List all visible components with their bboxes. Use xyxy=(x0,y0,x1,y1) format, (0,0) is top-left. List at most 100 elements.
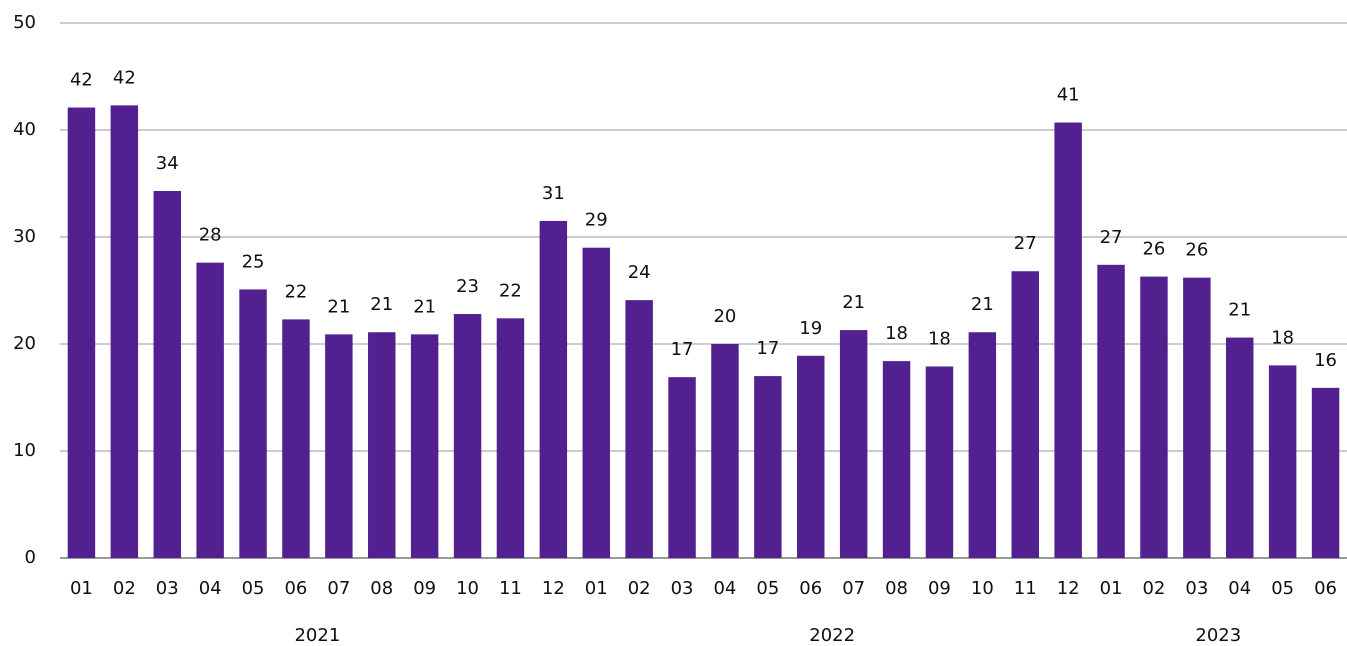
bar xyxy=(1226,337,1254,558)
y-tick-label: 20 xyxy=(13,333,36,354)
bar xyxy=(1054,122,1082,558)
data-label: 24 xyxy=(628,262,651,283)
bar xyxy=(539,220,568,558)
x-tick-label: 01 xyxy=(585,578,608,599)
x-tick-label: 06 xyxy=(284,578,307,599)
x-tick-label: 12 xyxy=(542,578,565,599)
bar xyxy=(153,190,181,559)
x-group-label: 2023 xyxy=(1195,625,1241,646)
bar xyxy=(1140,276,1168,558)
data-label: 21 xyxy=(971,294,994,315)
bar xyxy=(325,334,353,558)
data-label: 31 xyxy=(542,183,565,204)
x-tick-label: 10 xyxy=(456,578,479,599)
y-tick-label: 50 xyxy=(13,12,36,33)
x-tick-label: 02 xyxy=(628,578,651,599)
y-tick-label: 0 xyxy=(25,547,36,568)
bar xyxy=(453,314,482,558)
x-tick-label: 09 xyxy=(928,578,951,599)
y-tick-label: 40 xyxy=(13,119,36,140)
data-label: 21 xyxy=(413,296,436,317)
x-tick-label: 09 xyxy=(413,578,436,599)
x-tick-label: 06 xyxy=(799,578,822,599)
bar xyxy=(1183,277,1211,558)
bar xyxy=(1311,387,1340,558)
data-label: 27 xyxy=(1014,233,1037,254)
x-tick-label: 04 xyxy=(713,578,736,599)
bar xyxy=(754,376,782,558)
x-tick-label: 11 xyxy=(1014,578,1037,599)
bar xyxy=(410,334,439,558)
data-label: 16 xyxy=(1314,350,1337,371)
data-label: 18 xyxy=(928,328,951,349)
bar xyxy=(282,319,310,558)
bar xyxy=(496,318,525,558)
x-tick-label: 07 xyxy=(842,578,865,599)
bar xyxy=(110,105,139,558)
x-tick-label: 02 xyxy=(113,578,136,599)
x-tick-label: 05 xyxy=(1271,578,1294,599)
x-tick-label: 03 xyxy=(1185,578,1208,599)
data-label: 21 xyxy=(327,296,350,317)
bar xyxy=(797,355,825,558)
bar xyxy=(882,361,911,558)
bar xyxy=(1011,271,1039,558)
x-tick-label: 03 xyxy=(671,578,694,599)
data-label: 18 xyxy=(885,323,908,344)
x-tick-label: 03 xyxy=(156,578,179,599)
data-label: 42 xyxy=(70,70,93,91)
bar xyxy=(668,377,696,558)
y-tick-label: 30 xyxy=(13,226,36,247)
x-group-label: 2022 xyxy=(809,625,855,646)
x-tick-label: 04 xyxy=(199,578,222,599)
x-tick-label: 02 xyxy=(1142,578,1165,599)
data-label: 26 xyxy=(1185,240,1208,261)
x-tick-label: 10 xyxy=(971,578,994,599)
data-label: 22 xyxy=(284,281,307,302)
x-tick-label: 06 xyxy=(1314,578,1337,599)
data-label: 21 xyxy=(370,294,393,315)
data-label: 20 xyxy=(713,306,736,327)
data-label: 34 xyxy=(156,153,179,174)
data-label: 42 xyxy=(113,67,136,88)
bar xyxy=(1268,365,1297,558)
data-label: 27 xyxy=(1100,227,1123,248)
bar xyxy=(1097,264,1125,558)
data-label: 25 xyxy=(242,251,265,272)
bar xyxy=(839,330,868,558)
x-tick-label: 04 xyxy=(1228,578,1251,599)
data-label: 21 xyxy=(842,292,865,313)
bar xyxy=(968,332,997,558)
bar xyxy=(925,366,954,558)
data-label: 23 xyxy=(456,276,479,297)
bar xyxy=(196,262,224,558)
x-tick-label: 05 xyxy=(242,578,265,599)
data-label: 19 xyxy=(799,318,822,339)
data-label: 41 xyxy=(1057,85,1080,106)
bar xyxy=(625,300,653,558)
bar xyxy=(239,289,267,558)
bar xyxy=(711,344,739,558)
x-tick-label: 12 xyxy=(1057,578,1080,599)
data-label: 28 xyxy=(199,225,222,246)
data-label: 21 xyxy=(1228,300,1251,321)
data-label: 17 xyxy=(671,339,694,360)
bar xyxy=(368,332,396,558)
data-label: 29 xyxy=(585,210,608,231)
x-tick-label: 08 xyxy=(885,578,908,599)
bar xyxy=(67,107,96,558)
data-label: 22 xyxy=(499,280,522,301)
data-label: 18 xyxy=(1271,327,1294,348)
y-tick-label: 10 xyxy=(13,440,36,461)
x-tick-label: 01 xyxy=(1100,578,1123,599)
x-tick-label: 01 xyxy=(70,578,93,599)
data-label: 17 xyxy=(756,338,779,359)
x-tick-label: 11 xyxy=(499,578,522,599)
x-tick-label: 05 xyxy=(756,578,779,599)
x-group-label: 2021 xyxy=(294,625,340,646)
bar xyxy=(582,247,610,558)
x-tick-label: 08 xyxy=(370,578,393,599)
x-tick-label: 07 xyxy=(327,578,350,599)
